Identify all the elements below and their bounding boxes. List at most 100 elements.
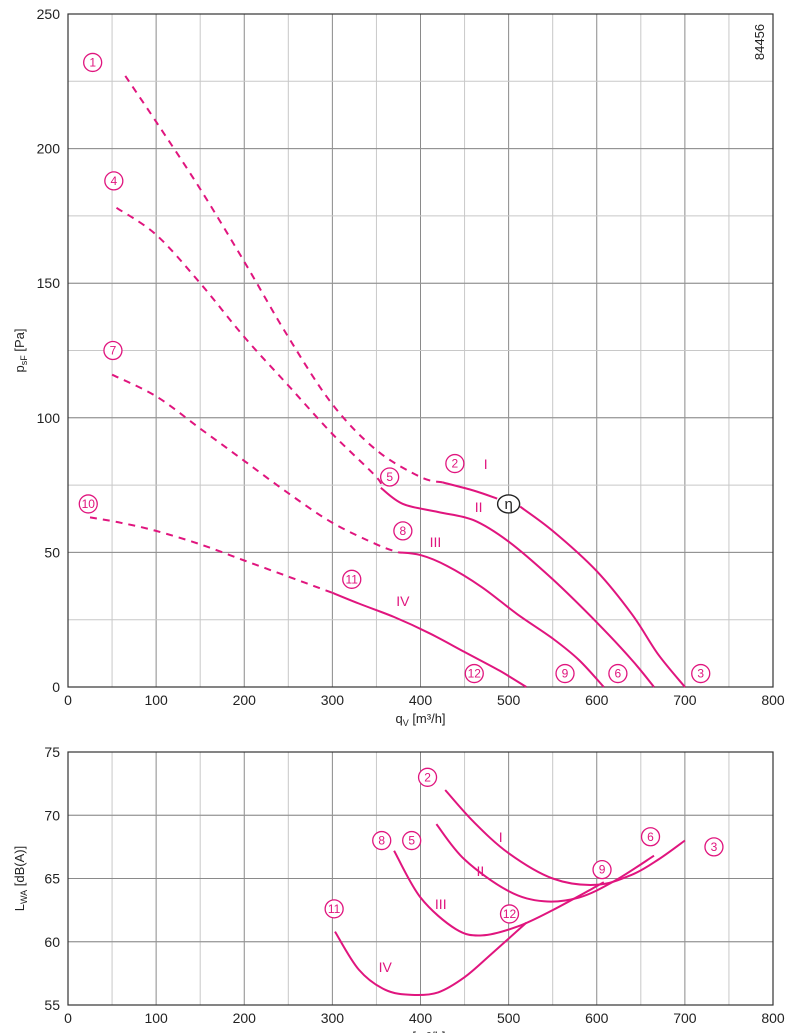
y-tick-label: 50	[44, 544, 60, 560]
marker-circle	[83, 52, 103, 73]
x-tick-label: 700	[673, 1010, 697, 1026]
grid-lines	[68, 752, 773, 1005]
curve-series-4	[334, 922, 527, 997]
curve-series-6	[111, 373, 399, 554]
x-tick-label: 300	[321, 1010, 345, 1026]
marker-circle	[592, 859, 612, 880]
speed-label-I: I	[484, 456, 488, 472]
marker-circle	[342, 569, 362, 589]
grid-lines	[68, 14, 773, 687]
y-tick-label: 65	[44, 871, 60, 887]
speed-label-II: II	[477, 863, 485, 879]
y-axis-label: LWA [dB(A)]	[12, 846, 29, 911]
marker-number: 7	[110, 344, 117, 358]
marker-circle	[704, 837, 724, 857]
curve-marker-8: 8	[393, 521, 413, 541]
curve-marker-4: 4	[104, 171, 124, 191]
marker-circle	[608, 663, 628, 684]
y-tick-label: 0	[52, 679, 60, 695]
curve-marker-3: 3	[691, 663, 711, 684]
plot-frame	[67, 13, 774, 688]
marker-number: 3	[697, 667, 704, 681]
pressure-chart: 0 100 200 300 400 500 600 700 800 0 50 100 150 200 250…	[12, 6, 785, 728]
y-tick-label: 55	[44, 997, 60, 1013]
curve-series-7	[398, 551, 605, 688]
marker-number: 1	[89, 55, 96, 69]
marker-number: 9	[562, 667, 569, 681]
curve-series-1	[124, 75, 443, 484]
marker-number: 12	[468, 667, 482, 681]
marker-circle	[640, 827, 661, 847]
marker-circle	[417, 767, 438, 787]
x-tick-label: 400	[409, 692, 433, 708]
curve-marker-1: 1	[83, 52, 103, 73]
marker-number: 2	[452, 457, 459, 471]
curve-marker-12: 12	[464, 663, 484, 684]
curve-series-2	[442, 481, 498, 500]
curve-marker-8: 8	[372, 830, 392, 851]
marker-circle	[104, 171, 124, 191]
curve-series-4	[115, 206, 383, 489]
marker-number: 11	[346, 572, 359, 586]
x-tick-label: 100	[144, 692, 168, 708]
marker-circle	[372, 830, 392, 851]
x-axis-label: qV [m³/h]	[395, 711, 445, 728]
efficiency-symbol: η	[504, 496, 512, 513]
y-tick-label: 200	[37, 141, 61, 157]
x-tick-label: 500	[497, 1010, 521, 1026]
marker-number: 8	[400, 524, 407, 538]
marker-number: 10	[82, 497, 96, 511]
speed-label-IV: IV	[379, 959, 393, 975]
curve-marker-5: 5	[380, 467, 400, 487]
marker-number: 5	[386, 470, 393, 484]
y-tick-label: 70	[44, 807, 60, 823]
x-tick-label: 800	[761, 692, 785, 708]
curve-marker-9: 9	[555, 663, 575, 684]
x-axis-label: qV [m³/h]	[395, 1029, 445, 1033]
y-axis-label: psF [Pa]	[12, 329, 29, 373]
speed-label-IV: IV	[396, 593, 410, 609]
marker-circle	[555, 663, 575, 684]
x-tick-label: 0	[64, 692, 72, 708]
curve-marker-6: 6	[608, 663, 628, 684]
x-tick-label: 400	[409, 1010, 433, 1026]
curve-marker-2: 2	[445, 453, 465, 474]
y-tick-label: 250	[37, 6, 61, 22]
speed-label-III: III	[430, 534, 442, 550]
efficiency-oval	[496, 494, 521, 514]
curve-series-5	[380, 486, 655, 688]
marker-circle	[691, 663, 711, 684]
marker-number: 8	[378, 834, 385, 848]
marker-number: 6	[647, 830, 654, 844]
x-tick-label: 300	[321, 692, 345, 708]
curve-marker-11: 11	[324, 899, 344, 919]
x-tick-label: 200	[233, 1010, 257, 1026]
marker-circle	[464, 663, 484, 684]
curve-marker-12: 12	[499, 904, 520, 924]
x-tick-label: 0	[64, 1010, 72, 1026]
marker-circle	[324, 899, 344, 919]
y-tick-label: 60	[44, 934, 60, 950]
speed-label-II: II	[475, 499, 483, 515]
marker-number: 11	[328, 902, 341, 916]
x-tick-label: 600	[585, 1010, 609, 1026]
curve-series-3	[393, 850, 605, 937]
marker-number: 2	[424, 770, 431, 784]
marker-circle	[103, 340, 123, 361]
figure-code: 84456	[752, 24, 767, 60]
marker-number: 6	[615, 667, 622, 681]
y-tick-label: 75	[44, 744, 60, 760]
marker-circle	[393, 521, 413, 541]
marker-number: 12	[503, 907, 517, 921]
curve-series-3	[519, 505, 686, 688]
curve-marker-7: 7	[103, 340, 123, 361]
curve-marker-2: 2	[417, 767, 438, 787]
marker-circle	[78, 494, 98, 514]
curve-series-2	[435, 823, 655, 903]
marker-circle	[445, 453, 465, 474]
curve-series-1	[444, 789, 686, 886]
x-tick-label: 200	[233, 692, 257, 708]
x-tick-label: 700	[673, 692, 697, 708]
